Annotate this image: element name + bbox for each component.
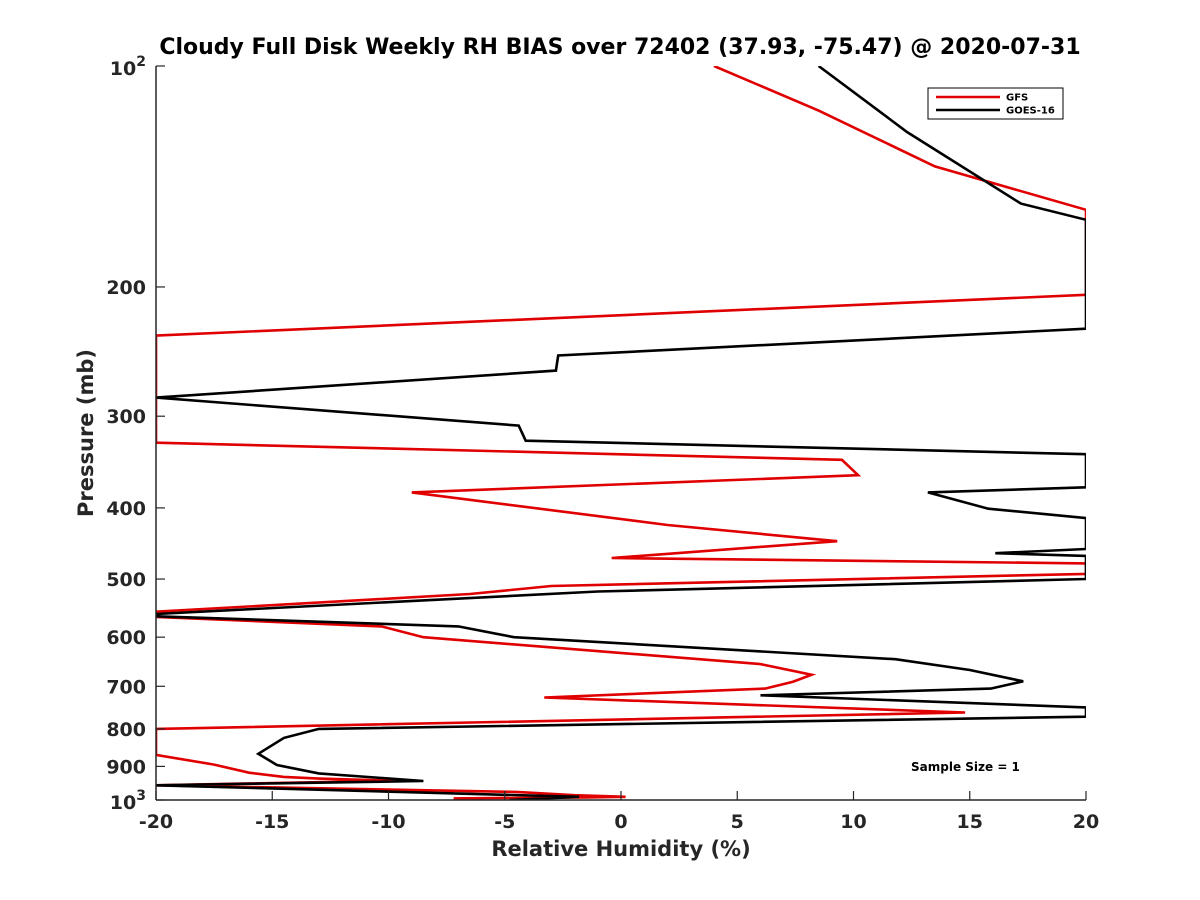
x-ticks: -20 -15 -10 -5 0 5 10 15 20 — [139, 791, 1099, 833]
x-tick-label: 0 — [614, 811, 627, 833]
x-axis-label: Relative Humidity (%) — [491, 837, 750, 861]
y-tick-label: 600 — [106, 627, 146, 649]
legend-label: GFS — [1006, 93, 1028, 104]
y-axis-label: Pressure (mb) — [74, 349, 98, 517]
y-tick-label: 700 — [106, 676, 146, 698]
y-tick-label: 102 — [110, 54, 146, 80]
y-tick-label: 400 — [106, 498, 146, 520]
legend-label: GOES-16 — [1006, 106, 1055, 117]
y-tick-base: 10 — [110, 58, 136, 80]
y-tick-label: 300 — [106, 406, 146, 428]
x-tick-label: -10 — [371, 811, 405, 833]
legend: GFS GOES-16 — [927, 87, 1064, 120]
y-tick-exponent: 2 — [136, 54, 146, 70]
series-line-gfs — [156, 66, 1086, 800]
x-tick-label: -15 — [255, 811, 289, 833]
legend-box — [927, 87, 1064, 120]
series-layer — [156, 66, 1086, 800]
series-line-goes-16 — [156, 66, 1086, 800]
y-tick-exponent: 3 — [136, 788, 146, 804]
x-tick-label: 15 — [957, 811, 983, 833]
y-tick-label: 103 — [110, 788, 146, 814]
y-tick-label: 500 — [106, 569, 146, 591]
x-tick-label: -20 — [139, 811, 173, 833]
y-tick-label: 800 — [106, 719, 146, 741]
sample-size-annotation: Sample Size = 1 — [911, 760, 1020, 774]
x-tick-label: 10 — [840, 811, 866, 833]
x-tick-label: -5 — [494, 811, 515, 833]
y-tick-label: 200 — [106, 277, 146, 299]
x-tick-label: 5 — [731, 811, 744, 833]
y-tick-base: 10 — [110, 792, 136, 814]
x-tick-label: 20 — [1073, 811, 1099, 833]
y-tick-label: 900 — [106, 756, 146, 778]
chart-title: Cloudy Full Disk Weekly RH BIAS over 724… — [159, 35, 1080, 60]
